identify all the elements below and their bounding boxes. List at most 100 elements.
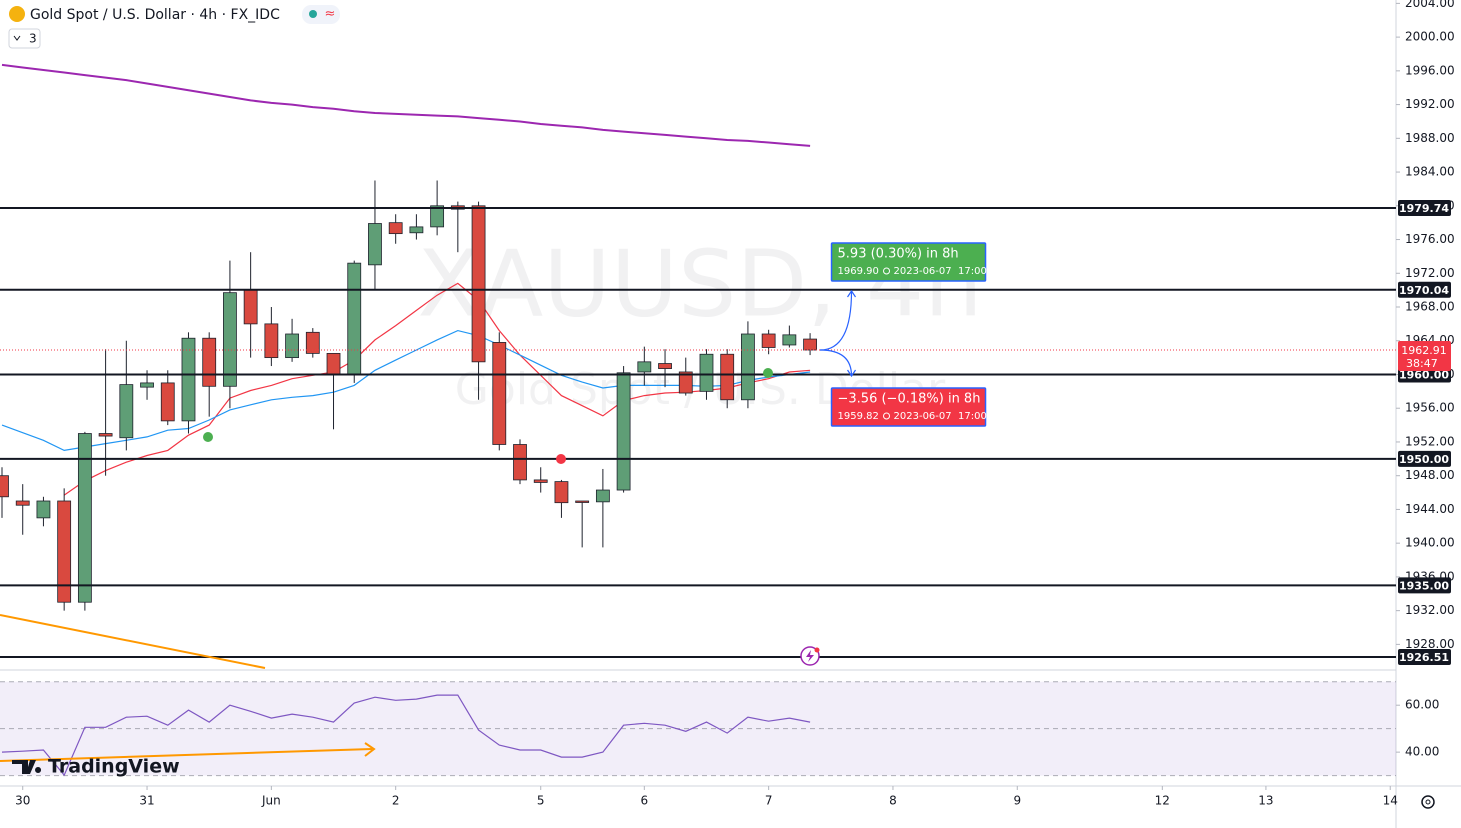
last-price-label: 1962.91 xyxy=(1401,344,1447,357)
projection-target: 1969.90 xyxy=(838,266,879,277)
candle-body xyxy=(264,323,279,359)
event-icon-badge xyxy=(814,647,820,653)
projection-box xyxy=(830,242,987,282)
candle-body xyxy=(409,226,424,234)
status-icon: ≈ xyxy=(325,7,336,22)
y-tick-label: 1972.00 xyxy=(1405,266,1455,280)
x-tick-label: 13 xyxy=(1258,794,1273,808)
candle-body xyxy=(720,353,735,401)
y-tick-label: 2004.00 xyxy=(1405,0,1455,10)
candle-body xyxy=(326,352,341,375)
status-badge[interactable] xyxy=(302,5,340,24)
chevron xyxy=(13,35,21,41)
candle-body xyxy=(388,222,403,235)
x-tick-label: 6 xyxy=(640,794,648,808)
y-tick-label: 1992.00 xyxy=(1405,97,1455,111)
projection-box xyxy=(830,387,987,427)
rsi-tick-label: 40.00 xyxy=(1405,745,1439,759)
rsi-trendline-arrow xyxy=(364,742,376,757)
clock-icon xyxy=(883,412,891,420)
y-tick-label: 1932.00 xyxy=(1405,603,1455,617)
candle-body xyxy=(782,334,797,346)
candle-body xyxy=(243,289,258,325)
candle-body xyxy=(471,205,486,363)
candle-body xyxy=(181,337,196,422)
projection-arrow xyxy=(820,290,853,351)
signal-dot xyxy=(556,454,566,464)
projection-time: 2023-06-07 17:00 xyxy=(894,411,987,422)
level-label: 1926.51 xyxy=(1399,651,1449,664)
projection-arrow xyxy=(820,349,853,377)
candle-body xyxy=(699,353,714,392)
candle-body xyxy=(98,433,113,437)
candle-body xyxy=(140,382,154,388)
x-tick-label: 12 xyxy=(1155,794,1170,808)
y-tick-label: 1940.00 xyxy=(1405,536,1455,550)
candle-body xyxy=(202,337,217,387)
candle-body xyxy=(15,500,30,506)
candle-body xyxy=(347,262,362,375)
x-tick-label: 9 xyxy=(1013,794,1021,808)
candle-body xyxy=(0,475,9,498)
y-tick-label: 1968.00 xyxy=(1405,300,1455,314)
candle-body xyxy=(554,481,569,504)
x-tick-label: Jun xyxy=(261,794,281,808)
candle-body xyxy=(637,361,652,373)
candle-body xyxy=(803,338,817,351)
y-tick-label: 1988.00 xyxy=(1405,131,1455,145)
level-label: 1970.04 xyxy=(1399,284,1449,297)
event-icon-bolt xyxy=(806,650,814,662)
candle-body xyxy=(761,333,776,348)
candle-body xyxy=(57,500,72,603)
level-label-bg xyxy=(1398,648,1451,665)
candle-body xyxy=(616,372,631,491)
x-tick-label: 2 xyxy=(392,794,400,808)
logo-text[interactable]: TradingView xyxy=(48,756,180,778)
y-tick-label: 1996.00 xyxy=(1405,63,1455,77)
rsi-tick-label: 60.00 xyxy=(1405,698,1439,712)
plot: 60.0040.001928.001932.001936.001940.0019… xyxy=(0,0,1455,808)
level-label: 1935.00 xyxy=(1399,579,1449,592)
x-tick-label: 30 xyxy=(15,794,30,808)
legend-toggle[interactable] xyxy=(8,28,41,49)
level-label: 1960.00 xyxy=(1399,368,1449,381)
symbol-title[interactable]: Gold Spot / U.S. Dollar · 4h · FX_IDC xyxy=(30,7,280,23)
y-tick-label: 2000.00 xyxy=(1405,30,1455,44)
y-tick-label: 1952.00 xyxy=(1405,434,1455,448)
y-tick-label: 1976.00 xyxy=(1405,232,1455,246)
candle-body xyxy=(678,371,693,394)
candle-body xyxy=(533,479,548,483)
candle-body xyxy=(492,342,507,445)
header-bg xyxy=(0,0,360,52)
settings-icon-center xyxy=(1425,799,1431,805)
candle-body xyxy=(741,333,755,401)
projection-change: −3.56 (−0.18%) in 8h xyxy=(838,392,981,407)
y-tick-label: 1944.00 xyxy=(1405,502,1455,516)
projection-target: 1959.82 xyxy=(838,411,879,422)
x-tick-label: 31 xyxy=(139,794,154,808)
candle-body xyxy=(430,205,445,228)
market-status xyxy=(309,10,317,18)
signal-dot xyxy=(763,368,773,378)
y-tick-label: 1956.00 xyxy=(1405,401,1455,415)
candle-body xyxy=(513,444,527,481)
candle-body xyxy=(595,489,610,503)
moving-average xyxy=(1,63,811,147)
projection-time: 2023-06-07 17:00 xyxy=(894,266,987,277)
settings-icon[interactable] xyxy=(1421,795,1435,809)
candle-body xyxy=(368,223,382,266)
x-tick-label: 7 xyxy=(765,794,773,808)
level-label-bg xyxy=(1398,577,1451,594)
x-tick-label: 8 xyxy=(889,794,897,808)
level-label: 1979.74 xyxy=(1399,202,1449,215)
candle-body xyxy=(77,433,92,603)
level-label: 1950.00 xyxy=(1399,453,1449,466)
projection-change: 5.93 (0.30%) in 8h xyxy=(838,246,959,261)
last-price-bg xyxy=(1398,340,1451,371)
candle-body xyxy=(658,363,672,369)
candle-body xyxy=(285,333,299,359)
clock-icon xyxy=(883,267,891,275)
candle-body xyxy=(305,331,320,354)
level-label-bg xyxy=(1398,281,1451,298)
